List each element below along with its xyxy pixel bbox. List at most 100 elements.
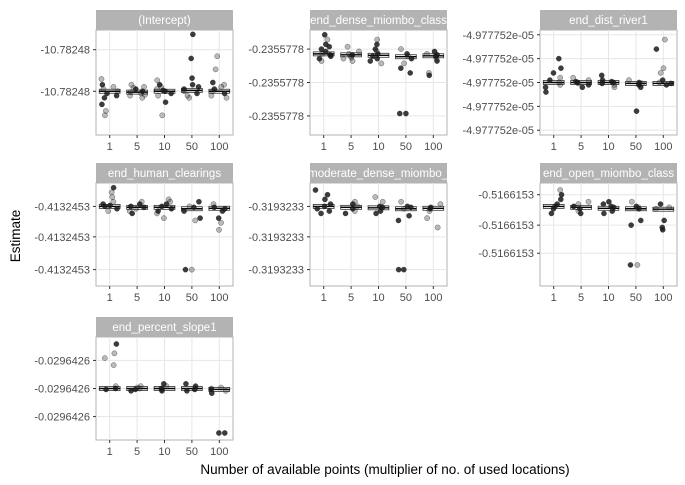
data-point [326, 208, 333, 214]
data-point [547, 77, 553, 83]
data-point [214, 53, 221, 60]
data-point [408, 204, 414, 211]
data-point [211, 86, 218, 92]
x-tick-label: 50 [630, 141, 642, 153]
data-point [657, 70, 664, 76]
data-point [133, 205, 139, 212]
y-tick-label: -0.3193233 [248, 265, 304, 277]
x-tick-label: 50 [630, 292, 642, 304]
data-point [606, 198, 612, 205]
y-tick-label: -10.78248 [40, 86, 90, 98]
x-tick-label: 1 [107, 292, 113, 304]
data-point [542, 84, 549, 91]
x-tick-label: 5 [134, 141, 140, 153]
data-point [154, 77, 161, 84]
data-point [219, 208, 226, 214]
x-tick-label: 50 [186, 292, 198, 304]
data-point [407, 70, 414, 76]
data-point [577, 210, 584, 217]
data-point [215, 215, 222, 221]
data-point [221, 81, 227, 88]
x-tick-label: 5 [578, 292, 584, 304]
y-tick-label: -0.4132453 [34, 201, 90, 213]
facet-strip-label: end_moderate_dense_miombo_class [283, 168, 475, 180]
facet-panel: end_moderate_dense_miombo_class -0.319323… [248, 163, 475, 304]
data-point [110, 84, 117, 90]
data-point [349, 58, 356, 64]
data-point [196, 198, 202, 205]
facet-strip-label: (Intercept) [138, 15, 191, 27]
data-point [374, 51, 381, 57]
data-point [659, 77, 666, 83]
data-point [426, 72, 433, 79]
data-point [159, 112, 166, 119]
data-point [160, 87, 166, 94]
data-point [543, 89, 549, 95]
y-tick-label: -0.4132453 [34, 265, 90, 277]
data-point [218, 219, 224, 226]
data-point [110, 184, 117, 191]
data-point [401, 60, 407, 67]
x-tick-label: 100 [424, 141, 442, 153]
facet-strip-label: end_open_miombo_class [543, 168, 674, 180]
data-point [128, 387, 134, 394]
data-point [637, 217, 644, 224]
data-point [142, 91, 148, 98]
data-point [101, 94, 108, 101]
data-point [379, 198, 386, 205]
x-tick-label: 5 [578, 141, 584, 153]
data-point [221, 90, 228, 97]
x-tick-label: 5 [348, 141, 354, 153]
y-tick-label: -4.977752e-05 [462, 54, 534, 66]
facet-strip [540, 163, 677, 183]
x-tick-label: 10 [158, 292, 170, 304]
data-point [635, 204, 642, 211]
data-point [558, 65, 564, 72]
data-point [327, 51, 333, 58]
facet-strip-label: end_percent_slope1 [112, 322, 216, 334]
data-point [212, 66, 219, 73]
data-point [191, 386, 198, 393]
data-point [161, 215, 167, 221]
data-point [557, 187, 564, 193]
x-tick-label: 10 [372, 292, 384, 304]
data-point [192, 217, 199, 224]
data-point [163, 383, 170, 390]
y-tick-label: -0.0296426 [34, 384, 90, 396]
data-point [395, 217, 402, 224]
facet-strip-label: end_human_clearings [108, 168, 221, 180]
data-point [98, 76, 105, 82]
data-point [401, 205, 407, 212]
data-point [208, 390, 215, 397]
data-point [216, 226, 222, 233]
data-point [585, 198, 592, 205]
data-point [127, 89, 134, 95]
data-point [218, 384, 224, 391]
facet-strip [96, 317, 233, 337]
data-point [660, 65, 667, 72]
data-point [195, 84, 202, 90]
data-point [108, 189, 115, 196]
data-point [189, 81, 196, 88]
facet-strip [310, 163, 447, 183]
data-point [110, 362, 117, 368]
y-tick-label: -0.3193233 [248, 201, 304, 213]
x-tick-label: 50 [400, 141, 412, 153]
x-tick-label: 100 [210, 446, 228, 458]
data-point [558, 191, 565, 198]
data-point [100, 86, 107, 92]
y-tick-label: -4.977752e-05 [462, 78, 534, 90]
data-point [372, 46, 379, 52]
data-point [321, 203, 328, 210]
facet-panel: end_dense_miombo_class -0.2355778 -0.23557… [248, 10, 448, 153]
data-point [557, 196, 564, 203]
data-point [550, 70, 557, 76]
y-tick-label: -0.5166153 [478, 220, 534, 232]
data-point [626, 77, 632, 83]
data-point [373, 210, 379, 217]
data-point [216, 430, 222, 436]
data-point [344, 43, 351, 50]
data-point [396, 110, 403, 117]
data-point [372, 194, 379, 200]
